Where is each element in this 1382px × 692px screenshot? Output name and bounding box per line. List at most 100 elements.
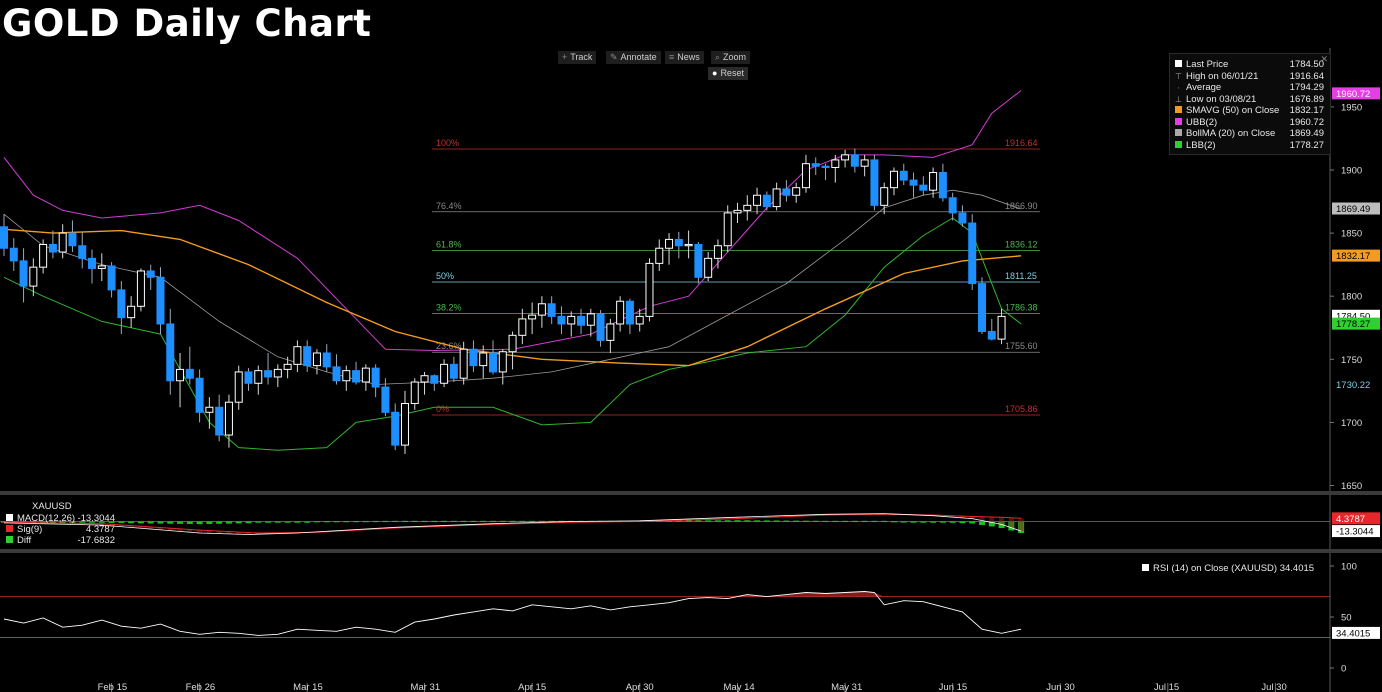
legend-label: Last Price	[1186, 59, 1229, 70]
macd-diff-bar	[861, 520, 868, 523]
track-button[interactable]: + Track	[558, 51, 597, 64]
close-icon[interactable]: ✕	[1320, 54, 1328, 64]
date-tick-label: Jul 15	[1154, 682, 1179, 692]
macd-diff-bar	[490, 520, 496, 523]
axis-tag-bg	[1332, 525, 1380, 538]
candle-body	[958, 212, 967, 224]
reset-button[interactable]: ● Reset	[708, 67, 748, 80]
zoom-button[interactable]: ⌕ Zoom	[711, 51, 751, 64]
rsi-overbought-fill	[727, 594, 748, 597]
candle-body	[997, 315, 1006, 340]
panel-divider	[0, 491, 1382, 495]
candle-body	[645, 262, 654, 317]
candle	[391, 403, 400, 451]
candle-body	[440, 363, 449, 384]
candle-body	[39, 243, 48, 268]
candle	[743, 195, 752, 221]
macd-diff-bar	[949, 521, 956, 523]
fib-level-label: 38.2%	[436, 302, 462, 312]
candle-body	[567, 315, 576, 325]
macd-diff-bar	[118, 521, 125, 524]
news-button[interactable]: ≡ News	[665, 51, 704, 64]
candle	[508, 331, 517, 370]
legend-swatch	[6, 536, 13, 543]
macd-diff-bar	[255, 521, 262, 523]
macd-diff-bar	[40, 521, 47, 523]
macd-legend-row: MACD(12,26) -13.3044	[6, 513, 118, 524]
macd-diff-bar	[969, 521, 976, 524]
candle	[831, 154, 840, 183]
macd-diff-bar	[313, 521, 320, 523]
annotate-button[interactable]: ✎ Annotate	[606, 51, 661, 64]
rsi-swatch	[1142, 564, 1149, 571]
macd-diff-bar	[431, 520, 438, 523]
candle-body	[870, 159, 879, 206]
macd-diff-bar	[988, 521, 995, 527]
legend-row: ⊤ High on 06/01/21 1916.64	[1175, 71, 1327, 82]
candle-body	[9, 247, 18, 262]
news-label: News	[677, 52, 700, 62]
macd-diff-bar	[225, 521, 232, 524]
rsi-legend: RSI (14) on Close (XAUUSD) 34.4015	[1142, 563, 1315, 574]
macd-diff-bar	[59, 521, 66, 523]
candle-body	[557, 315, 566, 325]
macd-diff-bar	[812, 520, 819, 522]
candle-body	[420, 375, 429, 383]
macd-diff-bar	[196, 521, 203, 525]
macd-diff-bar	[714, 520, 721, 522]
candle	[557, 306, 566, 335]
candle-body	[332, 366, 341, 382]
candle-body	[508, 334, 517, 353]
axis-tag-label: 34.4015	[1336, 628, 1370, 639]
candle-body	[312, 352, 321, 367]
candle	[625, 298, 634, 335]
price-legend: ✕ Last Price 1784.50 ⊤ High on 06/01/21 1916…	[1169, 53, 1331, 155]
price-tick-label: 1750	[1341, 355, 1362, 366]
macd-diff-bar	[98, 521, 105, 523]
candle-body	[919, 184, 928, 191]
candle-body	[625, 300, 634, 325]
candle	[312, 349, 321, 375]
macd-diff-bar	[881, 520, 888, 523]
candle-body	[635, 315, 644, 325]
candle	[293, 340, 302, 372]
candle	[136, 268, 145, 312]
candle	[518, 308, 527, 345]
candle-body	[127, 305, 136, 319]
macd-diff-bar	[675, 520, 682, 522]
candle-body	[224, 401, 233, 436]
date-tick-label: Feb 26	[186, 682, 216, 692]
candle-body	[978, 283, 986, 333]
candle	[244, 368, 253, 391]
candle	[0, 214, 8, 256]
macd-diff-bar	[137, 521, 144, 524]
candle-body	[283, 363, 292, 370]
legend-value: 1778.27	[1289, 139, 1324, 151]
rsi-line	[3, 591, 1022, 636]
candle-body	[215, 406, 224, 436]
candle	[332, 354, 341, 385]
ubb-line	[3, 90, 1022, 352]
macd-diff-bar	[890, 521, 897, 523]
fib-level-label: 76.4%	[436, 201, 462, 211]
candle	[440, 359, 449, 388]
candle	[117, 281, 126, 335]
date-tick-label: Jul 30	[1261, 682, 1286, 692]
macd-diff-bar	[842, 520, 849, 523]
legend-label: Sig(9)	[17, 524, 43, 535]
candle	[645, 258, 654, 322]
candle-body	[244, 371, 253, 384]
candle	[753, 187, 762, 215]
candle-body	[449, 363, 458, 379]
track-label: Track	[570, 52, 593, 62]
axis-tag-label: 1960.72	[1336, 89, 1370, 100]
candle	[166, 308, 175, 395]
candle-body	[498, 351, 507, 373]
macd-diff-bar	[323, 521, 330, 523]
fib-level-label: 100%	[436, 138, 459, 148]
candle-body	[48, 243, 57, 253]
candle	[410, 378, 419, 410]
candle-body	[518, 318, 527, 336]
fib-level-label: 50%	[436, 271, 454, 281]
